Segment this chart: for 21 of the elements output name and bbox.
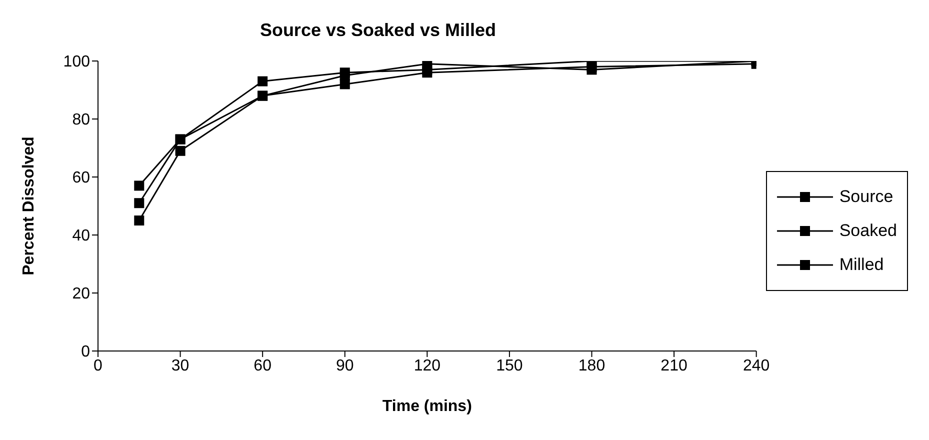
- x-tick-label: 0: [94, 357, 103, 374]
- y-tick-label: 20: [72, 286, 90, 303]
- legend-label: Milled: [839, 255, 884, 275]
- y-tick-label: 40: [72, 228, 90, 245]
- x-tick-label: 180: [578, 357, 606, 374]
- x-tick-label: 90: [336, 357, 354, 374]
- y-tick-label: 100: [63, 54, 90, 71]
- legend-label: Source: [839, 187, 894, 207]
- x-tick-label: 30: [171, 357, 190, 374]
- y-tick-label: 0: [81, 344, 90, 361]
- x-tick-label: 150: [496, 357, 523, 374]
- y-tick-label: 60: [72, 170, 90, 187]
- legend-label: Soaked: [839, 221, 897, 241]
- y-axis-title: Percent Dissolved: [20, 136, 38, 276]
- y-tick-label: 80: [72, 112, 90, 129]
- x-tick-label: 120: [414, 357, 441, 374]
- x-tick-label: 240: [742, 357, 770, 374]
- x-tick-label: 210: [660, 357, 688, 374]
- chart-title: Source vs Soaked vs Milled: [258, 20, 498, 41]
- x-tick-label: 60: [254, 357, 272, 374]
- x-axis-title: Time (mins): [382, 398, 472, 415]
